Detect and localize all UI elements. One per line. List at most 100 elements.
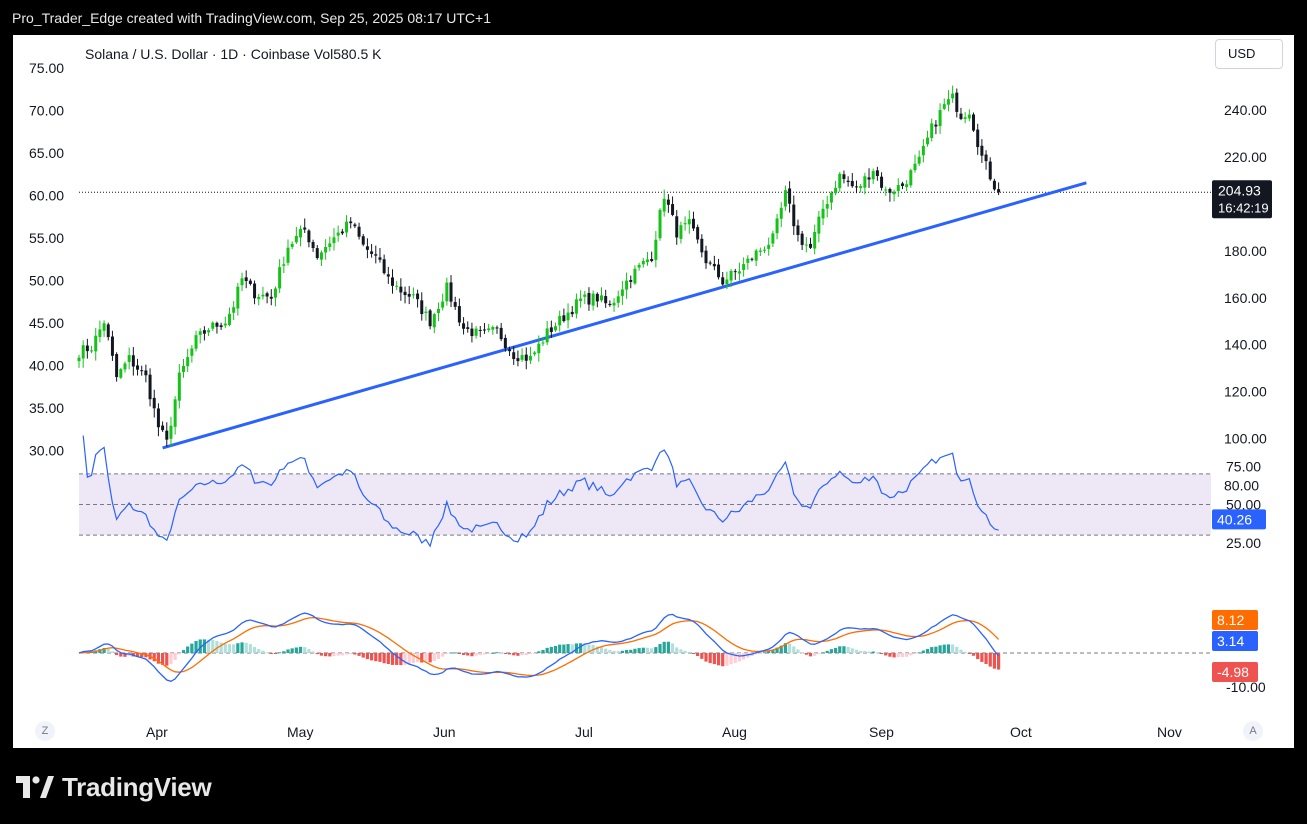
candle-body — [850, 180, 854, 187]
candle — [767, 237, 771, 256]
candle-body — [549, 327, 553, 332]
right-axis-tick: 120.00 — [1224, 384, 1267, 400]
candle-body — [332, 237, 336, 243]
macd-histogram-bar — [194, 640, 198, 653]
candle — [758, 247, 762, 257]
macd-histogram-bar — [311, 651, 315, 653]
macd-value-label: 3.14 — [1217, 633, 1244, 649]
candle — [687, 210, 691, 234]
candle — [625, 272, 629, 299]
candle — [850, 173, 854, 188]
time-axis-tick: Jun — [433, 724, 456, 740]
candle — [328, 236, 332, 252]
left-axis-tick: 75.00 — [29, 60, 64, 76]
macd-histogram-bar — [303, 647, 307, 653]
macd-histogram-bar — [976, 653, 980, 660]
macd-histogram-bar — [859, 650, 863, 653]
macd-histogram-bar — [549, 646, 553, 653]
brand-name: TradingView — [62, 771, 212, 802]
macd-histogram-bar — [917, 652, 921, 654]
candle-body — [478, 329, 482, 331]
candle — [541, 336, 545, 347]
candle-body — [679, 225, 683, 239]
candle — [232, 301, 236, 321]
macd-histogram-bar — [829, 649, 833, 653]
countdown-label: 16:42:19 — [1218, 200, 1269, 215]
macd-histogram-bar — [846, 646, 850, 653]
macd-histogram-bar — [813, 653, 817, 656]
macd-histogram-bar — [879, 653, 884, 655]
candle — [854, 180, 858, 194]
candle-body — [905, 184, 909, 188]
candle-body — [662, 198, 666, 212]
candle — [211, 321, 215, 331]
candle-body — [792, 204, 796, 227]
macd-histogram-bar — [955, 646, 959, 653]
symbol-title[interactable]: Solana / U.S. Dollar · 1D · Coinbase Vol… — [85, 46, 382, 62]
candle-body — [708, 262, 712, 264]
macd-histogram-bar — [457, 653, 461, 654]
candle — [190, 345, 194, 363]
candle-body — [420, 300, 424, 315]
candle — [783, 185, 787, 211]
macd-histogram-bar — [645, 647, 650, 653]
candle-body — [884, 189, 888, 191]
candle — [984, 150, 988, 170]
macd-histogram-bar — [583, 643, 587, 653]
candle-body — [182, 365, 185, 373]
macd-line — [78, 612, 1000, 683]
macd-histogram-bar — [767, 651, 771, 653]
candle-body — [913, 163, 917, 171]
candle — [859, 183, 863, 193]
macd-histogram-bar — [687, 651, 691, 653]
candle-body — [829, 192, 833, 203]
candle-body — [349, 221, 353, 224]
macd-value-tag — [1212, 631, 1258, 651]
candle — [608, 300, 612, 307]
macd-histogram-bar — [570, 644, 574, 653]
macd-signal-value-tag — [1212, 610, 1258, 630]
macd-histogram-bar — [980, 653, 984, 662]
time-axis-tick: Aug — [722, 724, 747, 740]
price-chart[interactable]: 75.00 70.00 65.00 60.00 55.00 50.00 45.00 40.00… — [13, 35, 1294, 748]
candle-body — [357, 226, 361, 237]
candle-body — [541, 342, 545, 344]
auto-scale-button[interactable]: A — [1243, 721, 1263, 741]
zoom-reset-button[interactable]: Z — [35, 721, 55, 741]
candle — [754, 248, 758, 267]
macd-histogram-bar — [290, 648, 294, 653]
macd-histogram-bar — [503, 653, 507, 654]
candle — [671, 196, 675, 217]
candle-body — [353, 224, 357, 227]
candle-body — [165, 430, 169, 440]
macd-histogram-bar — [988, 653, 992, 667]
macd-histogram-bar — [286, 649, 290, 653]
candle — [829, 191, 833, 210]
candle — [737, 262, 741, 281]
candle-body — [620, 289, 624, 296]
right-axis-tick: 140.00 — [1224, 337, 1267, 353]
candle — [512, 346, 516, 365]
chart-panel[interactable]: 75.00 70.00 65.00 60.00 55.00 50.00 45.00 40.00… — [13, 35, 1294, 748]
macd-histogram-bar — [219, 642, 223, 653]
candle — [269, 289, 273, 306]
candle-body — [173, 399, 177, 427]
macd-histogram-bar — [411, 653, 415, 664]
candle — [976, 123, 980, 155]
macd-histogram-bar — [257, 649, 261, 653]
macd-histogram-bar — [340, 653, 344, 656]
currency-button[interactable]: USD — [1215, 39, 1283, 69]
candle-body — [136, 365, 140, 370]
macd-histogram-bar — [361, 653, 365, 658]
candle-body — [516, 358, 520, 362]
macd-histogram-bar — [867, 651, 871, 653]
candle-body — [524, 354, 528, 361]
candle-body — [579, 298, 583, 302]
candle-body — [491, 327, 495, 330]
candle — [637, 262, 641, 271]
macd-histogram-bar — [562, 644, 566, 653]
chart-credit: Pro_Trader_Edge created with TradingView… — [12, 10, 492, 26]
candle — [119, 367, 123, 379]
candle — [896, 178, 900, 198]
macd-histogram-bar — [658, 644, 662, 653]
